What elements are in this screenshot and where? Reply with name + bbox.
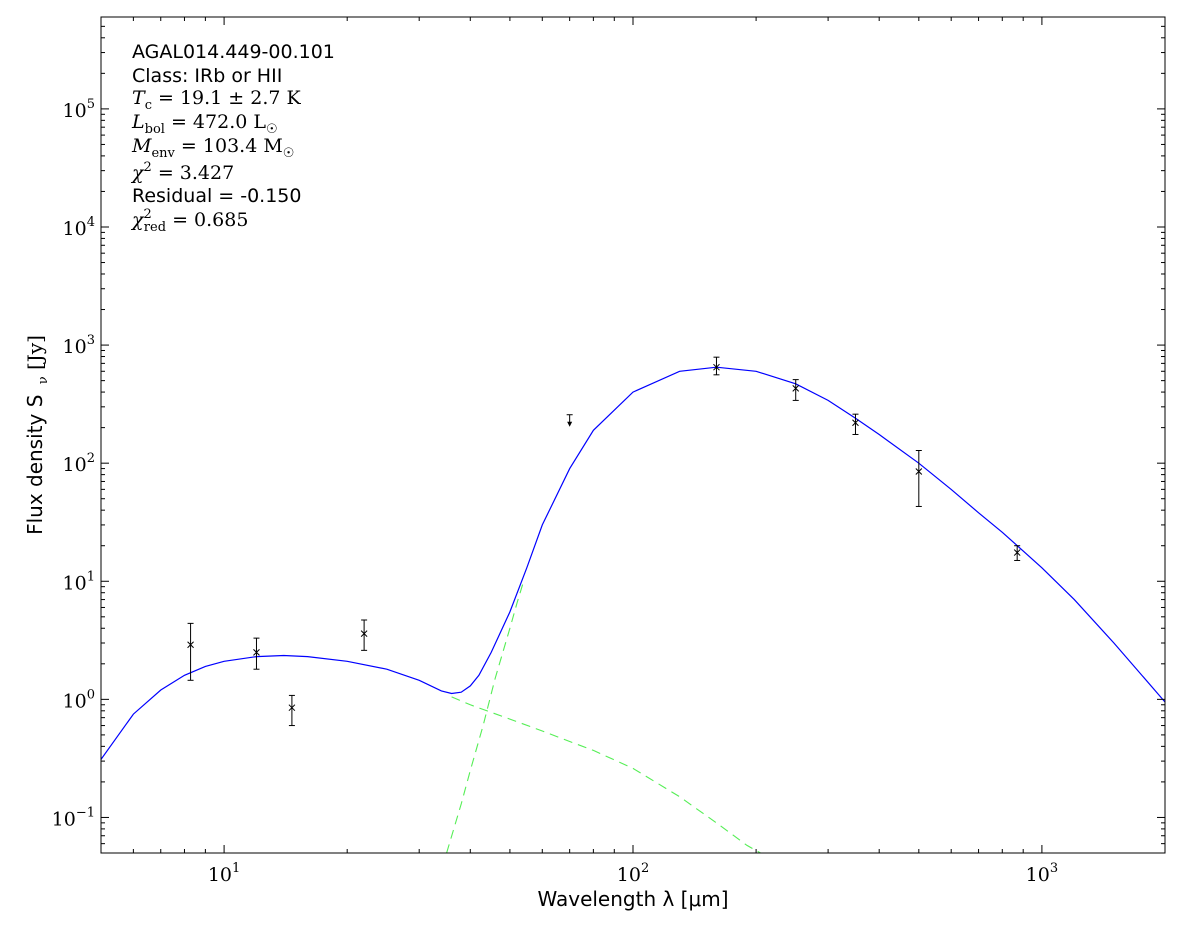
tc-result: Tc = 19.1 ± 2.7 K [132,87,302,113]
data-marker [253,649,260,656]
x-tick-label: 102 [617,861,649,886]
y-tick-label: 101 [63,569,95,594]
component-curve-1 [451,696,761,853]
observations [187,356,1021,727]
component-curve-2 [446,581,525,853]
data-point [253,637,260,670]
y-tick-label: 103 [63,333,95,358]
data-point [187,622,194,681]
chi2red-result: χ2 red = 0.685 [130,207,248,235]
data-point [360,619,368,651]
tick-marks [100,16,1166,854]
y-tick-label: 102 [63,451,95,476]
chi2-result: χ2 = 3.427 [130,160,234,184]
data-marker [852,419,859,427]
tick-labels: 101 102 103 10−1 100 101 102 103 104 105 [52,97,1059,886]
y-tick-label: 104 [63,215,95,240]
data-marker [187,641,194,649]
data-marker [1013,549,1021,556]
data-marker [915,468,923,475]
classification: Class: IRb or HII [132,65,282,87]
upper-limit [566,414,573,427]
upper-limit-arrow [567,421,573,427]
data-point [1013,545,1021,561]
x-tick-label: 101 [208,861,240,886]
total-model-curve [101,366,1165,760]
menv-result: Menv = 103.4 M☉ [131,135,294,161]
y-axis-label: Flux density S ν [Jy] [23,335,51,535]
data-marker [360,630,368,638]
data-marker [288,704,296,712]
x-axis-label: Wavelength λ [μm] [537,887,728,911]
residual-result: Residual = -0.150 [132,185,302,207]
fit-annotation: AGAL014.449-00.101 Class: IRb or HII Tc … [130,41,335,235]
data-point [713,356,720,376]
data-point [288,694,296,727]
y-tick-label: 100 [63,687,95,712]
source-name: AGAL014.449-00.101 [132,41,335,63]
data-marker [792,385,800,392]
y-tick-label: 105 [63,97,95,122]
lbol-result: Lbol = 472.0 L☉ [131,111,278,137]
model-curves [101,366,1165,853]
x-tick-label: 103 [1026,861,1058,886]
data-point [852,413,859,435]
y-tick-label: 10−1 [52,805,95,830]
data-point [915,450,923,507]
data-point [792,379,800,401]
data-marker [713,363,720,371]
